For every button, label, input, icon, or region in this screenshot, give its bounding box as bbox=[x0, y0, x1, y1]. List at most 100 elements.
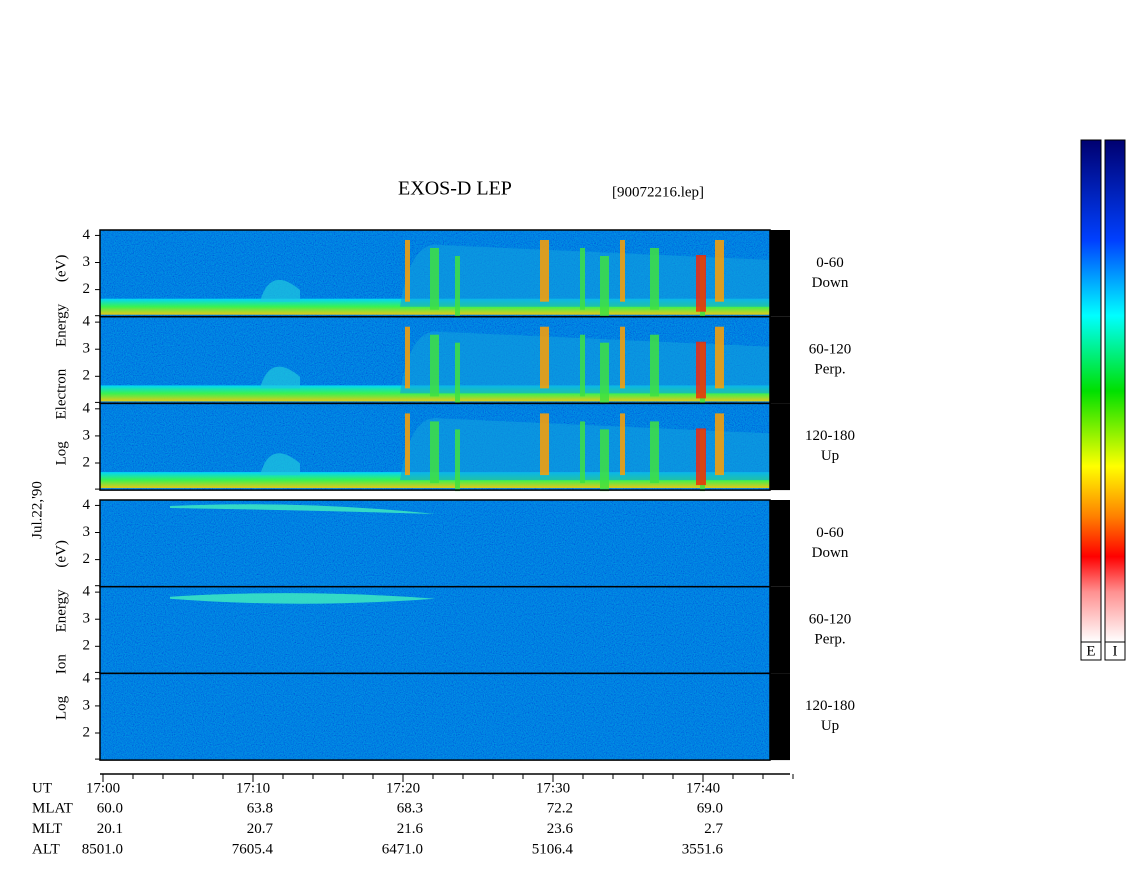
burst bbox=[620, 413, 625, 476]
burst bbox=[650, 421, 659, 484]
ephemeris-value: 5106.4 bbox=[532, 841, 574, 857]
burst bbox=[405, 326, 410, 389]
burst bbox=[540, 413, 549, 476]
burst bbox=[715, 240, 724, 302]
no-data-strip bbox=[770, 403, 790, 491]
y-tick-label: 2 bbox=[83, 281, 91, 297]
channel-angle: 60-120 bbox=[809, 611, 852, 627]
ephemeris-value: 60.0 bbox=[97, 800, 123, 816]
ephemeris-value: 7605.4 bbox=[232, 841, 274, 857]
y-tick-label: 3 bbox=[83, 524, 91, 540]
burst bbox=[540, 326, 549, 389]
burst bbox=[405, 240, 410, 302]
burst bbox=[580, 334, 585, 397]
channel-angle: 60-120 bbox=[809, 341, 852, 357]
colorbar-label: I bbox=[1113, 643, 1118, 659]
y-tick-label: 3 bbox=[83, 427, 91, 443]
channel-direction: Perp. bbox=[814, 361, 845, 377]
ephemeris-value: 3551.6 bbox=[682, 841, 724, 857]
ephemeris-value: 20.7 bbox=[247, 821, 274, 837]
colorbars: E I bbox=[1080, 139, 1126, 661]
burst bbox=[455, 429, 460, 492]
burst bbox=[620, 326, 625, 389]
y-axis-label: Log Ion Energy (eV) bbox=[53, 540, 69, 720]
file-name: [90072216.lep] bbox=[612, 184, 704, 200]
inverted-v bbox=[260, 279, 300, 302]
channel-angle: 120-180 bbox=[805, 698, 855, 714]
burst bbox=[430, 421, 439, 484]
no-data-strip bbox=[770, 586, 790, 674]
y-tick-label: 2 bbox=[83, 638, 91, 654]
burst bbox=[405, 413, 410, 476]
burst bbox=[455, 256, 460, 318]
channel-direction: Down bbox=[812, 545, 849, 561]
ephemeris-value: 63.8 bbox=[247, 800, 273, 816]
channel-angle: 0-60 bbox=[816, 525, 844, 541]
channel-direction: Up bbox=[821, 448, 839, 464]
burst bbox=[455, 342, 460, 405]
burst-core bbox=[696, 341, 706, 399]
colorbar-e bbox=[1080, 139, 1102, 643]
no-data-strip bbox=[770, 316, 790, 404]
burst bbox=[715, 413, 724, 476]
y-tick-label: 2 bbox=[83, 551, 91, 567]
row-label: MLT bbox=[32, 821, 62, 837]
y-tick-label: 4 bbox=[83, 400, 91, 416]
y-tick-label: 3 bbox=[83, 611, 91, 627]
channel-angle: 120-180 bbox=[805, 428, 855, 444]
channel-direction: Up bbox=[821, 718, 839, 734]
ephemeris-value: 8501.0 bbox=[82, 841, 123, 857]
y-tick-label: 4 bbox=[83, 227, 91, 243]
y-tick-label: 3 bbox=[83, 254, 91, 270]
colorbar-label: E bbox=[1086, 643, 1095, 659]
no-data-strip bbox=[770, 230, 790, 317]
date: Jul.22,'90 bbox=[29, 481, 45, 539]
y-axis-label: Log Electron Energy (eV) bbox=[53, 255, 69, 466]
ephemeris-value: 2.7 bbox=[704, 821, 723, 837]
y-tick-label: 4 bbox=[83, 314, 91, 330]
no-data-strip bbox=[770, 500, 790, 587]
burst bbox=[540, 240, 549, 302]
burst bbox=[430, 248, 439, 310]
y-tick-label: 3 bbox=[83, 341, 91, 357]
time-label: 17:30 bbox=[536, 780, 570, 796]
channel-direction: Perp. bbox=[814, 631, 845, 647]
time-label: 17:20 bbox=[386, 780, 420, 796]
burst bbox=[715, 326, 724, 389]
burst-core bbox=[696, 428, 706, 486]
row-label: MLAT bbox=[32, 800, 73, 816]
ion-beam bbox=[170, 504, 435, 514]
y-tick-label: 2 bbox=[83, 724, 91, 740]
y-tick-label: 4 bbox=[83, 584, 91, 600]
burst bbox=[430, 334, 439, 397]
burst bbox=[580, 421, 585, 484]
ephemeris-value: 69.0 bbox=[697, 800, 723, 816]
y-tick-label: 4 bbox=[83, 497, 91, 513]
colorbar-label-box bbox=[1104, 641, 1126, 661]
y-tick-label: 2 bbox=[83, 454, 91, 470]
y-tick-label: 2 bbox=[83, 368, 91, 384]
title: EXOS-D LEP bbox=[398, 178, 512, 200]
ephemeris-value: 6471.0 bbox=[382, 841, 423, 857]
burst bbox=[650, 334, 659, 397]
colorbar-i bbox=[1104, 139, 1126, 643]
channel-angle: 0-60 bbox=[816, 255, 844, 271]
inverted-v bbox=[260, 366, 300, 389]
spectrogram-noise bbox=[100, 673, 770, 761]
row-label: ALT bbox=[32, 841, 60, 857]
time-label: 17:00 bbox=[86, 780, 120, 796]
burst bbox=[600, 342, 609, 405]
ephemeris-value: 23.6 bbox=[547, 821, 574, 837]
spectrogram-noise bbox=[100, 500, 770, 587]
y-tick-label: 3 bbox=[83, 697, 91, 713]
time-label: 17:40 bbox=[686, 780, 720, 796]
burst bbox=[580, 248, 585, 310]
time-label: 17:10 bbox=[236, 780, 270, 796]
no-data-strip bbox=[770, 673, 790, 761]
colorbar-label-box bbox=[1080, 641, 1102, 661]
burst bbox=[620, 240, 625, 302]
row-label: UT bbox=[32, 780, 52, 796]
ephemeris-value: 68.3 bbox=[397, 800, 423, 816]
ephemeris-value: 20.1 bbox=[97, 821, 123, 837]
